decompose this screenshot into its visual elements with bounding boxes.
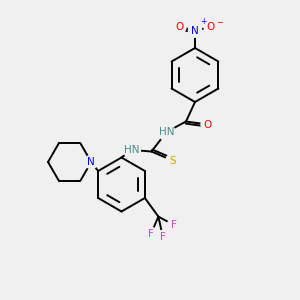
Text: F: F: [160, 232, 166, 242]
Text: HN: HN: [124, 145, 140, 155]
Circle shape: [167, 218, 181, 232]
Circle shape: [173, 20, 186, 34]
Text: O: O: [206, 22, 215, 32]
Text: +: +: [200, 17, 206, 26]
Text: HN: HN: [159, 127, 174, 137]
Circle shape: [85, 155, 98, 169]
Text: O: O: [203, 119, 212, 130]
Circle shape: [204, 20, 217, 34]
Text: O: O: [175, 22, 184, 32]
Text: F: F: [148, 229, 154, 239]
Circle shape: [156, 230, 170, 244]
Text: S: S: [169, 155, 176, 166]
Text: F: F: [171, 220, 177, 230]
Circle shape: [144, 227, 158, 241]
Circle shape: [188, 24, 202, 37]
Circle shape: [124, 142, 140, 158]
Text: N: N: [87, 157, 95, 167]
Circle shape: [166, 154, 179, 167]
Circle shape: [158, 124, 175, 140]
Circle shape: [201, 118, 214, 131]
Text: −: −: [217, 19, 224, 28]
Text: N: N: [191, 26, 199, 36]
